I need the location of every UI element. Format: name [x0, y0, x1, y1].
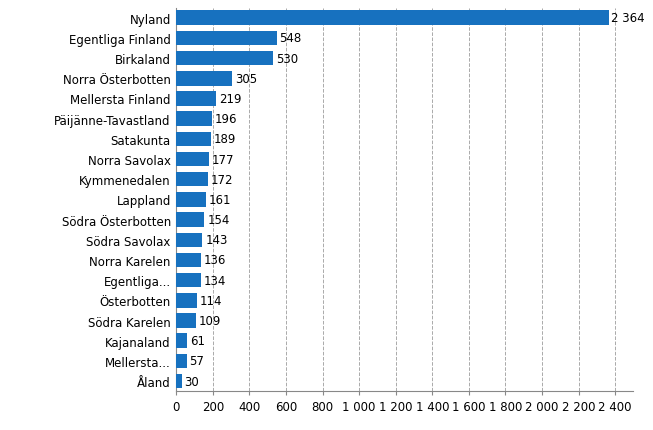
Bar: [176, 354, 187, 369]
Bar: [176, 334, 187, 348]
Text: 30: 30: [185, 375, 199, 388]
Bar: [176, 72, 232, 86]
Text: 2 364: 2 364: [611, 12, 645, 25]
Text: 61: 61: [190, 335, 205, 347]
Bar: [176, 374, 182, 388]
Text: 177: 177: [212, 153, 234, 166]
Text: 530: 530: [276, 52, 298, 65]
Bar: [176, 293, 197, 308]
Text: 109: 109: [199, 314, 221, 327]
Text: 189: 189: [214, 133, 236, 146]
Bar: [176, 253, 201, 267]
Text: 143: 143: [205, 234, 228, 247]
Text: 548: 548: [279, 32, 302, 45]
Text: 154: 154: [207, 214, 230, 227]
Text: 305: 305: [235, 73, 257, 86]
Bar: [176, 213, 204, 227]
Text: 172: 172: [210, 173, 233, 186]
Text: 219: 219: [219, 93, 242, 106]
Text: 57: 57: [189, 355, 204, 368]
Text: 196: 196: [215, 113, 238, 126]
Bar: [176, 112, 212, 126]
Bar: [176, 313, 197, 328]
Bar: [176, 31, 276, 46]
Text: 161: 161: [208, 194, 231, 206]
Bar: [176, 273, 201, 288]
Bar: [176, 132, 211, 147]
Bar: [176, 233, 202, 248]
Text: 134: 134: [204, 274, 226, 287]
Bar: [176, 193, 206, 207]
Text: 114: 114: [200, 294, 223, 307]
Bar: [176, 152, 209, 167]
Bar: [176, 52, 273, 66]
Bar: [176, 12, 609, 26]
Bar: [176, 92, 216, 107]
Text: 136: 136: [204, 254, 227, 267]
Bar: [176, 172, 208, 187]
